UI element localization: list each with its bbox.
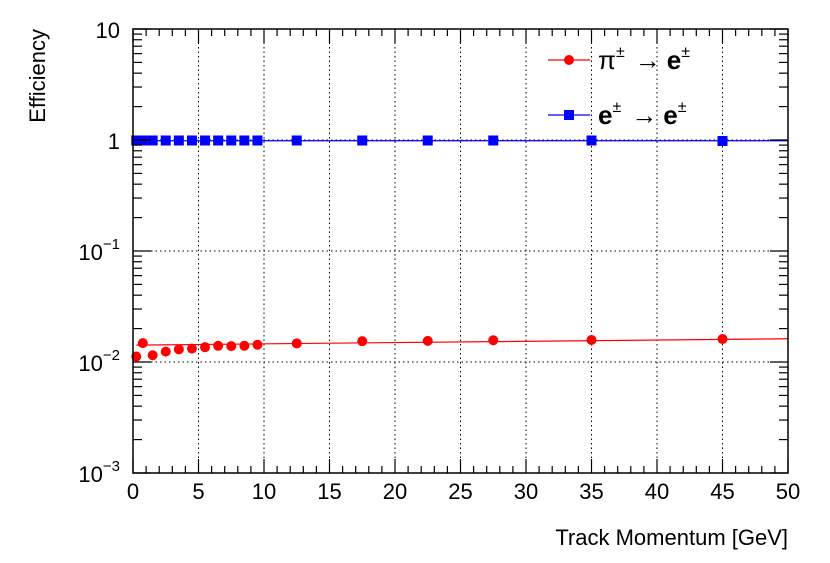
data-point-circle	[357, 336, 368, 347]
data-point-square	[586, 135, 597, 146]
x-axis-title: Track Momentum [GeV]	[555, 525, 788, 550]
data-point-square	[357, 135, 368, 146]
x-tick-label: 50	[776, 479, 800, 504]
x-tick-label: 40	[645, 479, 669, 504]
x-tick-label: 20	[383, 479, 407, 504]
data-point-circle	[131, 351, 142, 362]
data-point-circle	[291, 338, 302, 349]
x-tick-label: 30	[514, 479, 538, 504]
legend-label-pion: π± → e±	[598, 44, 690, 75]
y-tick-label: 10−3	[78, 458, 120, 487]
data-point-circle	[226, 341, 237, 352]
y-tick-label: 10−1	[78, 236, 120, 265]
y-tick-label: 1	[108, 129, 120, 154]
data-point-square	[239, 135, 250, 146]
y-tick-labels: 10−3 10−2 10−1 1 10	[78, 18, 120, 487]
x-tick-label: 45	[710, 479, 734, 504]
x-tick-label: 0	[127, 479, 139, 504]
legend-marker-circle	[564, 55, 574, 65]
data-point-circle	[586, 334, 597, 345]
data-point-circle	[252, 339, 263, 350]
x-tick-label: 15	[317, 479, 341, 504]
legend-entry-pion: π± → e±	[548, 44, 690, 75]
data-point-circle	[717, 334, 728, 345]
data-point-square	[173, 135, 184, 146]
legend-label-electron: e± → e±	[598, 99, 687, 130]
x-tick-labels: 0 5 10 15 20 25 30 35 40 45 50	[127, 479, 800, 504]
data-point-circle	[160, 346, 171, 357]
y-tick-label: 10−2	[78, 347, 120, 376]
x-tick-label: 10	[252, 479, 276, 504]
data-point-circle	[147, 350, 158, 361]
data-point-circle	[488, 335, 499, 346]
x-tick-label: 35	[579, 479, 603, 504]
y-tick-label: 10	[96, 18, 120, 43]
data-point-square	[226, 135, 237, 146]
data-point-square	[160, 135, 171, 146]
data-point-square	[422, 135, 433, 146]
grid	[133, 29, 788, 473]
data-point-circle	[173, 344, 184, 355]
legend-entry-electron: e± → e±	[548, 99, 687, 130]
data-markers	[131, 135, 728, 362]
data-point-square	[213, 135, 224, 146]
data-point-square	[186, 135, 197, 146]
legend-marker-square	[564, 110, 574, 120]
data-point-circle	[213, 340, 224, 351]
data-point-square	[717, 135, 728, 146]
x-tick-label: 5	[192, 479, 204, 504]
legend: π± → e± e± → e±	[548, 44, 690, 130]
fit-lines	[136, 140, 789, 346]
data-point-circle	[422, 335, 433, 346]
data-point-square	[147, 135, 158, 146]
axis-ticks	[132, 28, 789, 474]
data-point-square	[488, 135, 499, 146]
data-point-square	[252, 135, 263, 146]
data-point-circle	[239, 340, 250, 351]
data-point-circle	[200, 342, 211, 353]
data-point-square	[200, 135, 211, 146]
y-axis-title: Efficiency	[25, 29, 50, 123]
data-point-circle	[137, 338, 148, 349]
data-point-square	[291, 135, 302, 146]
data-point-circle	[186, 343, 197, 354]
x-tick-label: 25	[448, 479, 472, 504]
